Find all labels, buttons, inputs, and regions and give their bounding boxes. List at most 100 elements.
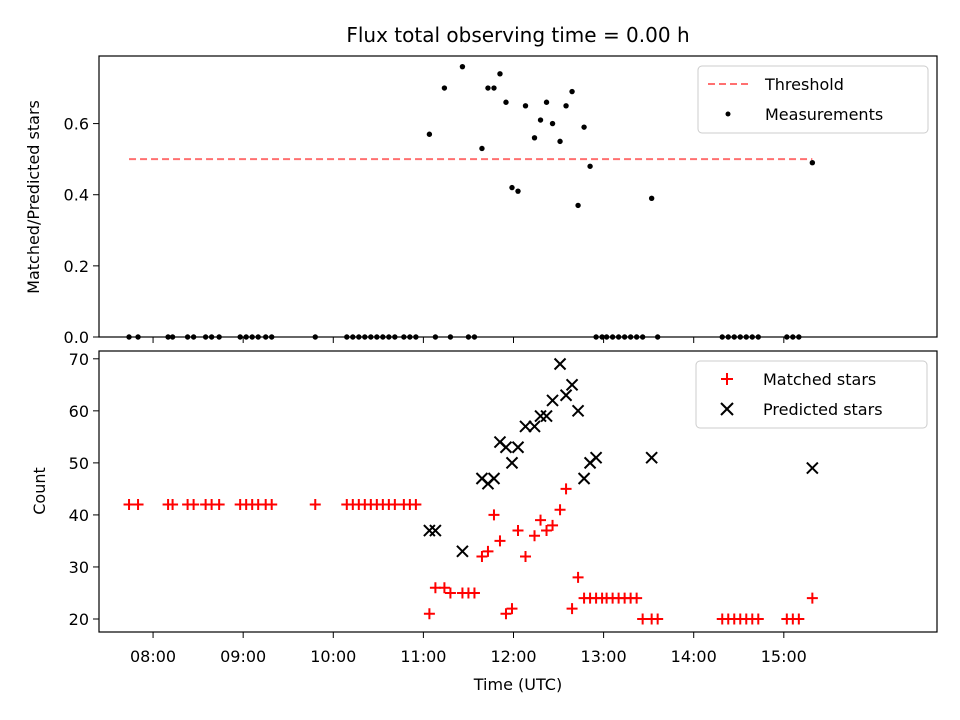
matched-star-point: [410, 499, 422, 511]
measurement-point: [581, 124, 587, 130]
measurement-point: [471, 334, 478, 340]
predicted-star-point: [528, 420, 541, 433]
matched-star-point: [188, 499, 200, 511]
predicted-star-point: [505, 456, 519, 470]
measurement-point: [344, 334, 350, 340]
matched-star-point: [793, 613, 805, 625]
matched-star-point: [494, 535, 506, 547]
predicted-star-point: [487, 472, 501, 485]
measurement-point: [165, 334, 171, 340]
measurement-point: [790, 334, 796, 340]
measurement-point: [509, 184, 515, 191]
measurements-legend-swatch: [725, 111, 731, 117]
predicted-star-point: [559, 389, 573, 402]
measurement-point: [522, 103, 529, 109]
matched-star-point: [213, 499, 225, 511]
bottom-y-tick-label: 50: [69, 454, 89, 473]
matched-star-point: [468, 587, 480, 599]
predicted-star-point: [456, 545, 469, 558]
measurement-point: [809, 160, 816, 166]
x-tick-label: 09:00: [220, 647, 266, 666]
matched-star-point: [554, 504, 566, 516]
measurement-point: [796, 334, 802, 340]
x-tick-label: 12:00: [490, 647, 536, 666]
predicted-star-point: [499, 441, 513, 454]
measurement-point: [465, 334, 472, 340]
measurement-point: [413, 334, 419, 340]
measurement-point: [374, 334, 380, 340]
matched-star-point: [566, 603, 578, 615]
top-y-tick-label: 0.2: [64, 257, 89, 276]
predicted-star-point: [577, 472, 591, 485]
measurement-point: [537, 117, 544, 123]
measurement-point: [557, 138, 563, 145]
top-y-tick-label: 0.0: [64, 328, 89, 347]
matched-star-point: [309, 499, 321, 511]
measurement-point: [269, 334, 275, 340]
measurement-point: [249, 334, 255, 340]
measurement-point: [563, 103, 569, 109]
measurement-point: [587, 163, 593, 169]
bottom-y-tick-label: 30: [69, 558, 89, 577]
predicted-star-point: [806, 461, 819, 475]
measurement-point: [497, 71, 503, 77]
measurement-point: [485, 85, 491, 91]
measurement-point: [447, 334, 454, 340]
matched-star-point: [506, 603, 518, 615]
measurement-point: [262, 334, 269, 340]
matched-star-point: [547, 519, 559, 531]
x-tick-label: 14:00: [671, 647, 717, 666]
matched-legend-label: Matched stars: [763, 370, 876, 389]
measurement-point: [543, 99, 550, 105]
matched-star-point: [512, 525, 524, 537]
bottom-y-tick-label: 70: [69, 350, 89, 369]
bottom-y-tick-label: 60: [69, 402, 89, 421]
matched-star-point: [541, 525, 553, 537]
predicted-legend-label: Predicted stars: [763, 400, 883, 419]
measurement-point: [184, 334, 191, 340]
matched-star-point: [444, 587, 456, 599]
bottom-x-axis-label: Time (UTC): [473, 675, 562, 694]
predicted-star-point: [565, 378, 579, 392]
measurement-point: [603, 334, 610, 340]
matched-star-point: [572, 571, 584, 583]
x-tick-label: 15:00: [761, 647, 807, 666]
top-y-tick-label: 0.6: [64, 115, 89, 134]
measurement-point: [190, 334, 197, 340]
measurement-point: [362, 334, 368, 340]
predicted-star-point: [540, 409, 553, 423]
measurement-point: [401, 334, 407, 340]
measurement-point: [368, 334, 374, 340]
measurement-point: [380, 334, 386, 340]
measurement-point: [725, 334, 731, 340]
predicted-star-point: [589, 451, 603, 464]
top-legend-box: [697, 65, 929, 134]
measurement-point: [386, 334, 392, 340]
measurement-point: [169, 334, 176, 340]
measurement-point: [243, 334, 249, 340]
measurement-point: [569, 88, 575, 95]
predicted-legend-swatch: [720, 402, 734, 416]
predicted-star-point: [519, 420, 532, 433]
matched-star-point: [520, 551, 532, 563]
predicted-star-point: [571, 404, 585, 418]
x-tick-label: 08:00: [130, 647, 176, 666]
x-tick-label: 13:00: [581, 647, 627, 666]
measurement-point: [202, 334, 209, 340]
matched-star-point: [500, 608, 512, 620]
measurement-point: [135, 334, 141, 340]
measurement-point: [549, 120, 556, 127]
measurement-point: [639, 334, 646, 340]
measurement-point: [609, 334, 616, 340]
measurement-point: [737, 334, 743, 340]
matched-star-point: [488, 509, 500, 521]
measurement-point: [633, 334, 640, 340]
measurement-point: [719, 334, 725, 340]
measurement-point: [479, 145, 485, 152]
measurement-point: [237, 334, 243, 340]
measurement-point: [432, 334, 439, 340]
measurement-point: [784, 334, 790, 340]
measurement-point: [515, 188, 521, 194]
measurement-point: [615, 334, 622, 340]
matched-star-point: [752, 613, 764, 625]
